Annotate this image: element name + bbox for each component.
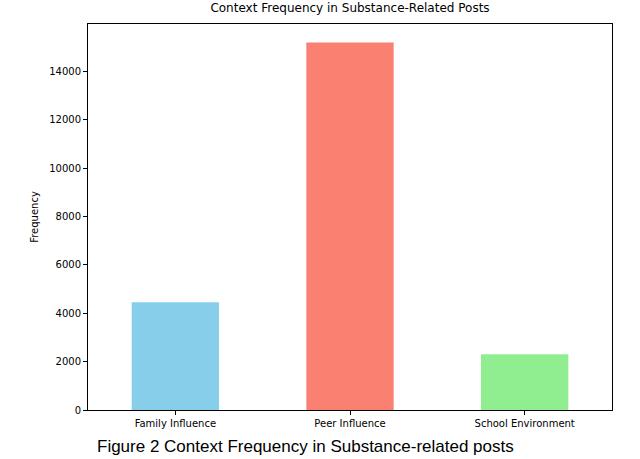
svg-text:6000: 6000	[56, 259, 81, 270]
svg-text:School Environment: School Environment	[475, 418, 575, 429]
svg-text:Peer Influence: Peer Influence	[314, 418, 385, 429]
svg-text:10000: 10000	[49, 163, 81, 174]
svg-text:0: 0	[75, 405, 81, 416]
svg-text:Figure 2 Context Frequency in: Figure 2 Context Frequency in Substance-…	[97, 437, 514, 456]
svg-text:14000: 14000	[49, 66, 81, 77]
svg-text:8000: 8000	[56, 211, 81, 222]
svg-text:4000: 4000	[56, 308, 81, 319]
svg-text:Family Influence: Family Influence	[135, 418, 216, 429]
svg-text:Frequency: Frequency	[29, 191, 40, 243]
svg-text:2000: 2000	[56, 356, 81, 367]
svg-text:Context Frequency in Substance: Context Frequency in Substance-Related P…	[210, 1, 489, 15]
svg-text:12000: 12000	[49, 114, 81, 125]
